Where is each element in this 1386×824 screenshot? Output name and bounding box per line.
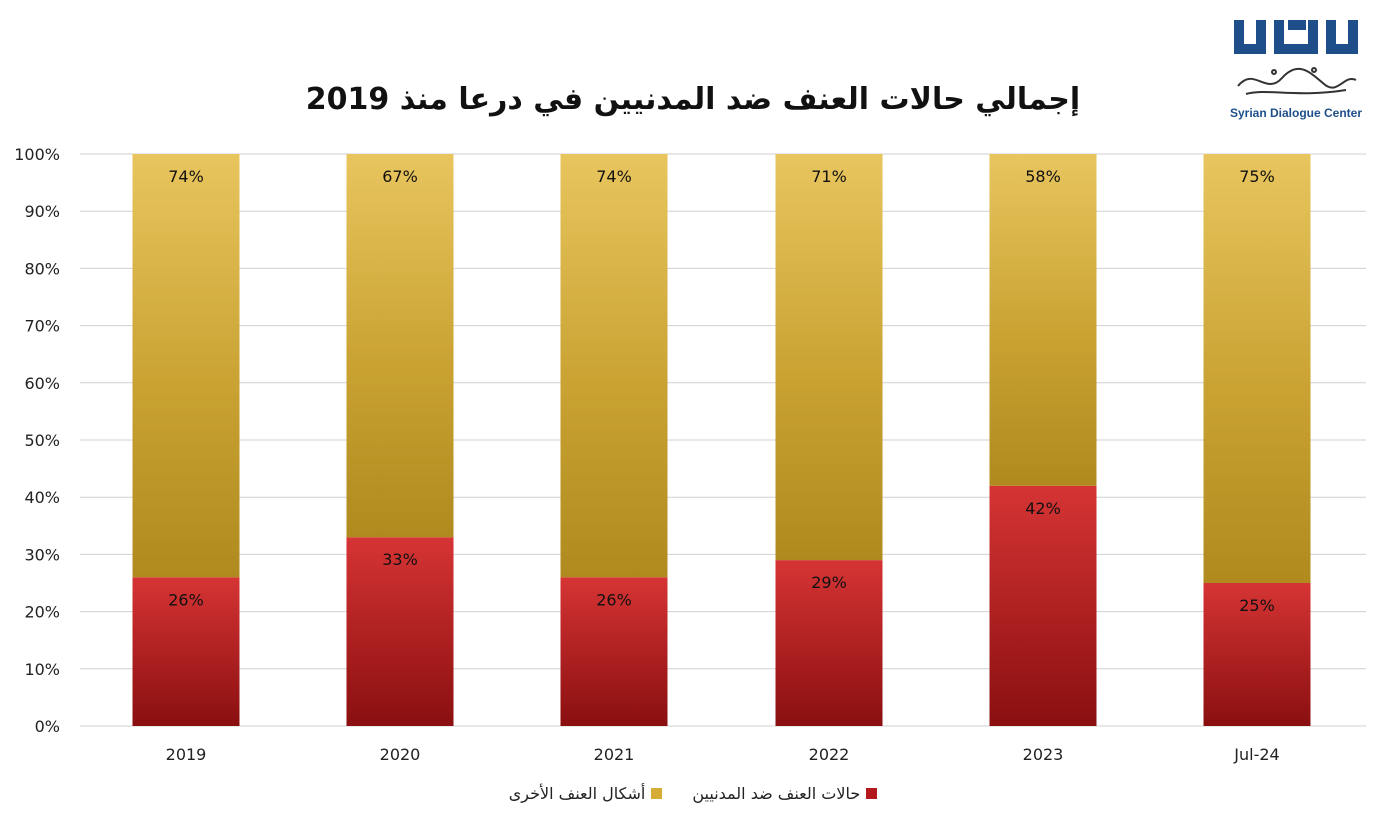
y-tick-label: 10% xyxy=(24,660,60,679)
y-tick-label: 80% xyxy=(24,259,60,278)
legend-swatch-other xyxy=(651,788,663,799)
bar-other-Jul-24 xyxy=(1203,154,1311,583)
x-tick-label: 2021 xyxy=(594,745,635,764)
bar-other-2019 xyxy=(132,154,240,578)
data-label-civilians: 25% xyxy=(1239,596,1275,615)
y-tick-label: 60% xyxy=(24,374,60,393)
bar-other-2020 xyxy=(346,154,454,538)
bar-civilians-Jul-24 xyxy=(1203,583,1311,726)
data-label-other: 71% xyxy=(811,167,847,186)
y-tick-label: 0% xyxy=(35,717,60,736)
bar-other-2021 xyxy=(560,154,668,578)
legend-item-civilians: حالات العنف ضد المدنيين xyxy=(692,784,878,803)
y-tick-label: 100% xyxy=(14,145,60,164)
data-label-civilians: 29% xyxy=(811,573,847,592)
data-label-other: 75% xyxy=(1239,167,1275,186)
y-tick-label: 90% xyxy=(24,202,60,221)
data-label-other: 58% xyxy=(1025,167,1061,186)
x-tick-label: 2023 xyxy=(1023,745,1064,764)
y-tick-label: 40% xyxy=(24,488,60,507)
legend-label-other: أشكال العنف الأخرى xyxy=(508,784,646,803)
data-labels: 26% 74% 33% 67% 26% 74% 29% 71% 42% 58% 25% 75% xyxy=(168,167,1275,615)
x-tick-label: 2019 xyxy=(166,745,207,764)
data-label-other: 74% xyxy=(596,167,632,186)
y-tick-label: 70% xyxy=(24,317,60,336)
legend-label-civilians: حالات العنف ضد المدنيين xyxy=(692,784,861,803)
bar-civilians-2020 xyxy=(346,537,454,726)
logo-mark-icon xyxy=(1234,20,1358,95)
legend-item-other: أشكال العنف الأخرى xyxy=(509,784,663,803)
chart-title: إجمالي حالات العنف ضد المدنيين في درعا م… xyxy=(305,82,1081,117)
y-axis-ticks: 0% 10% 20% 30% 40% 50% 60% 70% 80% 90% 100% xyxy=(14,145,60,736)
x-tick-label: 2022 xyxy=(809,745,850,764)
data-label-civilians: 26% xyxy=(168,590,204,609)
bars xyxy=(132,154,1311,726)
y-tick-label: 30% xyxy=(24,545,60,564)
y-tick-label: 20% xyxy=(24,603,60,622)
bar-civilians-2022 xyxy=(775,560,883,726)
legend-swatch-civilians xyxy=(866,788,878,799)
data-label-civilians: 33% xyxy=(382,550,418,569)
bar-civilians-2023 xyxy=(989,485,1097,726)
y-tick-label: 50% xyxy=(24,431,60,450)
legend: حالات العنف ضد المدنيين أشكال العنف الأخ… xyxy=(0,784,1386,803)
bar-civilians-2021 xyxy=(560,577,668,726)
data-label-other: 67% xyxy=(382,167,418,186)
gridlines xyxy=(80,153,1366,727)
x-tick-label: 2020 xyxy=(380,745,421,764)
logo-text: Syrian Dialogue Center xyxy=(1229,106,1363,120)
data-label-other: 74% xyxy=(168,167,204,186)
bar-other-2023 xyxy=(989,154,1097,486)
bar-other-2022 xyxy=(775,154,883,561)
data-label-civilians: 26% xyxy=(596,590,632,609)
bar-civilians-2019 xyxy=(132,577,240,726)
x-axis-ticks: 2019 2020 2021 2022 2023 Jul-24 xyxy=(166,745,1280,764)
x-tick-label: Jul-24 xyxy=(1233,745,1279,764)
data-label-civilians: 42% xyxy=(1025,499,1061,518)
syrian-dialogue-center-logo: Syrian Dialogue Center xyxy=(1226,14,1366,126)
